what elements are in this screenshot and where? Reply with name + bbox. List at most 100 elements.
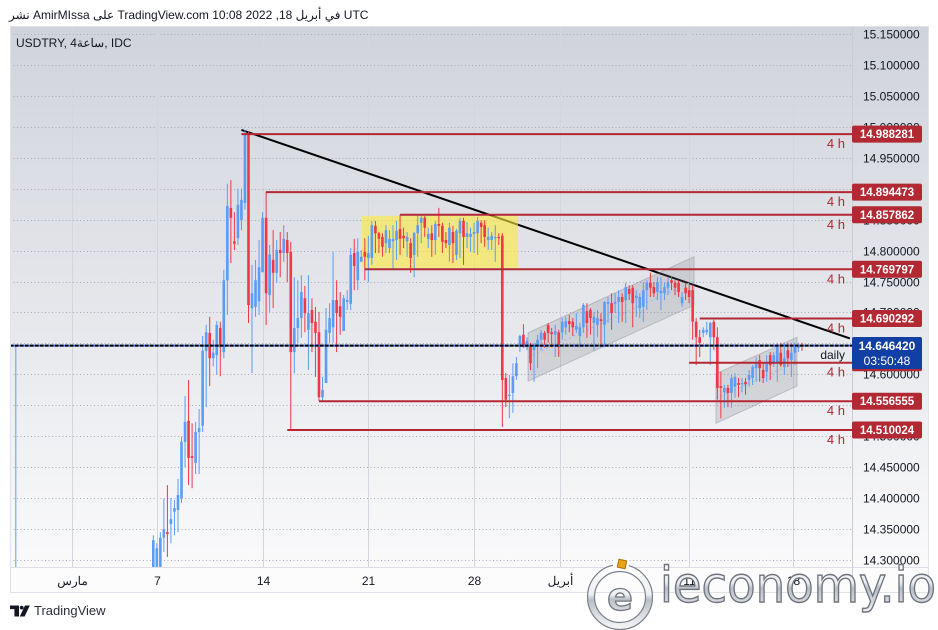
candle [708, 321, 712, 366]
candle [278, 232, 282, 278]
candle [233, 212, 236, 250]
candles [14, 129, 804, 567]
bar-countdown: 03:50:48 [864, 354, 911, 368]
level-lines[interactable] [10, 133, 852, 432]
candle [698, 329, 702, 358]
candle [677, 280, 680, 297]
candle [247, 131, 250, 323]
candle [434, 220, 437, 255]
candle [730, 374, 733, 408]
candle [694, 318, 698, 366]
watermark-text: ieconomy.io [660, 558, 936, 614]
candle [275, 240, 278, 283]
candle [719, 371, 723, 419]
plot-area[interactable]: 4 h 4 h 4 h 4 h 4 h 4 h 4 h 4 h daily [10, 26, 852, 603]
candle [691, 285, 694, 340]
ieconomy-watermark: e ieconomy.io [586, 558, 937, 630]
level-price-tag: 14.769797 [852, 260, 922, 278]
price-tick-label: 14.950000 [863, 152, 920, 166]
candle [331, 251, 335, 343]
candle [194, 422, 197, 474]
candle [599, 313, 603, 348]
candle [335, 280, 338, 353]
candle [539, 329, 543, 351]
candle [553, 324, 557, 358]
price-axis[interactable] [852, 26, 929, 567]
daily-line-label: daily [820, 348, 845, 362]
level-price-value: 14.857862 [860, 210, 914, 222]
price-tick-label: 14.800000 [863, 245, 920, 259]
candle [229, 180, 233, 263]
candle [617, 290, 620, 323]
candle [240, 188, 243, 231]
candle [726, 384, 730, 408]
candle [377, 232, 381, 254]
time-tick-label: 28 [468, 574, 482, 588]
candle [261, 212, 264, 273]
price-tick-label: 14.350000 [863, 523, 920, 537]
candle [359, 249, 363, 262]
candle [560, 318, 564, 340]
time-tick-label: 14 [257, 574, 271, 588]
candle [226, 183, 229, 315]
candle [656, 277, 659, 301]
candle [416, 214, 419, 257]
price-tick-label: 15.100000 [863, 59, 920, 73]
candle [455, 228, 458, 260]
candle [307, 275, 310, 371]
candle [162, 498, 166, 552]
candle [772, 352, 776, 367]
trendline[interactable] [241, 128, 851, 340]
candle [465, 222, 469, 249]
candle [300, 275, 303, 338]
candle [557, 329, 561, 358]
channel-midline [527, 280, 695, 358]
candle [176, 478, 180, 533]
candle [296, 280, 300, 343]
candle [582, 303, 585, 333]
time-tick-label: أبريل [548, 573, 574, 588]
candle [282, 225, 286, 262]
time-axis[interactable] [10, 567, 929, 593]
candle [585, 303, 589, 338]
candle [218, 321, 222, 377]
candle [173, 499, 176, 536]
candle [522, 324, 525, 348]
chart-background [10, 26, 929, 567]
candle [493, 225, 497, 262]
candle [405, 232, 409, 257]
level-price-tag: 14.510024 [852, 421, 922, 439]
candle [236, 188, 240, 246]
current-price-value: 14.646420 [859, 339, 916, 353]
candle [666, 277, 670, 296]
candle [250, 264, 254, 374]
candle [483, 220, 486, 247]
candle [321, 376, 324, 401]
publish-info: نشر AmirMIssa على TradingView.com في أبر… [9, 8, 369, 22]
candle [649, 272, 652, 297]
candle [437, 207, 441, 237]
candle [486, 227, 490, 250]
candle [268, 245, 271, 312]
candle [575, 313, 578, 333]
candle [388, 230, 391, 254]
candle [645, 280, 649, 310]
candle [310, 298, 314, 353]
tradingview-logo-icon [10, 605, 30, 617]
candle [638, 293, 642, 319]
candle [381, 233, 384, 257]
candle [211, 339, 215, 367]
tradingview-brand[interactable]: TradingView [34, 603, 106, 618]
candle [441, 222, 444, 254]
candle [596, 309, 599, 338]
candle [610, 293, 613, 330]
candle [723, 384, 726, 408]
level-timeframe-label: 4 h [827, 136, 845, 151]
candle [395, 220, 398, 260]
candle [606, 296, 610, 323]
candle [684, 282, 687, 301]
price-tick-label: 14.450000 [863, 461, 920, 475]
symbol-legend[interactable]: USDTRY, 4ساعة, IDC [16, 36, 132, 50]
